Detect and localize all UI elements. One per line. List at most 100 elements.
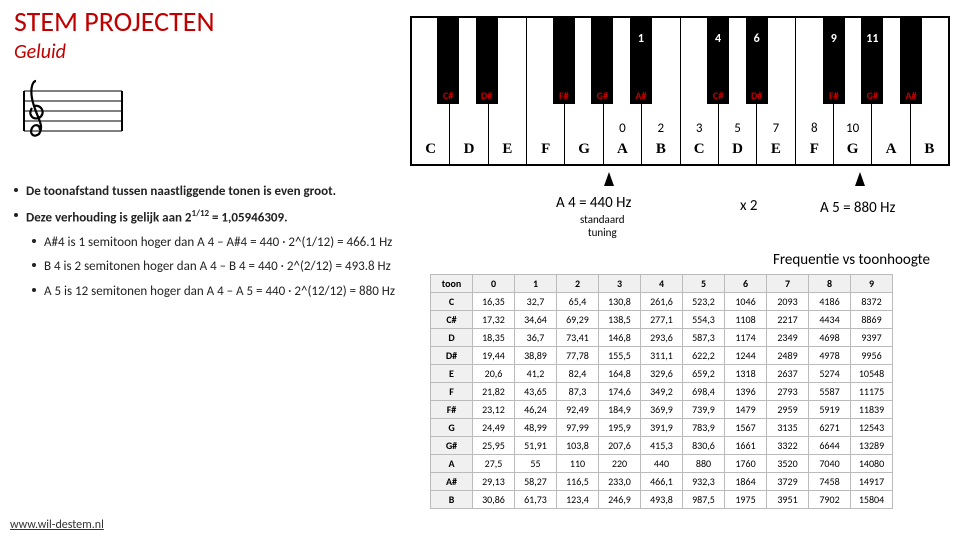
table-cell: 18,35: [473, 329, 515, 347]
table-cell: 587,3: [683, 329, 725, 347]
table-row: G#25,9551,91103,8207,6415,3830,616613322…: [431, 437, 893, 455]
bullet-3: A#4 is 1 semitoon hoger dan A 4 – A#4 = …: [44, 231, 392, 256]
footer-link[interactable]: www.wil-destem.nl: [10, 518, 104, 532]
table-cell: F#: [431, 401, 473, 419]
table-cell: 116,5: [557, 473, 599, 491]
black-key: C#4: [707, 18, 729, 104]
table-cell: 51,91: [515, 437, 557, 455]
table-row: F21,8243,6587,3174,6349,2698,41396279355…: [431, 383, 893, 401]
table-cell: 4978: [809, 347, 851, 365]
table-cell: 4434: [809, 311, 851, 329]
table-header-cell: 4: [641, 275, 683, 293]
table-cell: D: [431, 329, 473, 347]
arrow-a5-icon: [855, 172, 865, 186]
page-subtitle: Geluid: [14, 40, 66, 64]
black-key-sharp: A#: [630, 89, 652, 102]
table-cell: 130,8: [599, 293, 641, 311]
table-cell: 146,8: [599, 329, 641, 347]
table-cell: 739,9: [683, 401, 725, 419]
table-cell: C: [431, 293, 473, 311]
table-cell: 25,95: [473, 437, 515, 455]
table-header-cell: 9: [851, 275, 893, 293]
table-cell: 5587: [809, 383, 851, 401]
table-row: A27,55511022044088017603520704014080: [431, 455, 893, 473]
black-key-number: 11: [861, 32, 883, 46]
table-cell: 1396: [725, 383, 767, 401]
table-cell: 622,2: [683, 347, 725, 365]
table-cell: G#: [431, 437, 473, 455]
table-cell: 48,99: [515, 419, 557, 437]
table-cell: B: [431, 491, 473, 509]
table-cell: 3520: [767, 455, 809, 473]
table-cell: 1244: [725, 347, 767, 365]
bullet-list: De toonafstand tussen naastliggende tone…: [14, 180, 395, 305]
black-key: C#: [437, 18, 459, 104]
table-cell: 1108: [725, 311, 767, 329]
table-cell: 2349: [767, 329, 809, 347]
table-cell: 830,6: [683, 437, 725, 455]
table-cell: 2637: [767, 365, 809, 383]
table-header-cell: toon: [431, 275, 473, 293]
table-cell: 34,64: [515, 311, 557, 329]
table-cell: 3135: [767, 419, 809, 437]
page-title: STEM PROJECTEN: [14, 4, 215, 39]
table-cell: 103,8: [557, 437, 599, 455]
table-cell: 7040: [809, 455, 851, 473]
table-cell: 1174: [725, 329, 767, 347]
table-cell: 1567: [725, 419, 767, 437]
table-cell: 207,6: [599, 437, 641, 455]
table-cell: 523,2: [683, 293, 725, 311]
table-cell: 27,5: [473, 455, 515, 473]
table-cell: 261,6: [641, 293, 683, 311]
table-cell: C#: [431, 311, 473, 329]
bullet-4: B 4 is 2 semitonen hoger dan A 4 – B 4 =…: [44, 255, 391, 280]
a4-sublabel: standaard tuning: [580, 213, 625, 239]
table-cell: 11175: [851, 383, 893, 401]
table-header-cell: 6: [725, 275, 767, 293]
black-key: A#1: [630, 18, 652, 104]
table-cell: 233,0: [599, 473, 641, 491]
table-cell: 5274: [809, 365, 851, 383]
table-header-cell: 0: [473, 275, 515, 293]
table-cell: 123,4: [557, 491, 599, 509]
table-cell: 1479: [725, 401, 767, 419]
table-cell: 24,49: [473, 419, 515, 437]
table-cell: 2959: [767, 401, 809, 419]
black-key-sharp: A#: [900, 89, 922, 102]
black-key: D#6: [746, 18, 768, 104]
table-cell: 73,41: [557, 329, 599, 347]
table-cell: A#: [431, 473, 473, 491]
table-row: A#29,1358,27116,5233,0466,1932,318643729…: [431, 473, 893, 491]
table-cell: 184,9: [599, 401, 641, 419]
table-cell: 880: [683, 455, 725, 473]
table-cell: 293,6: [641, 329, 683, 347]
table-cell: 932,3: [683, 473, 725, 491]
table-cell: 4698: [809, 329, 851, 347]
table-header-cell: 7: [767, 275, 809, 293]
table-cell: 46,24: [515, 401, 557, 419]
treble-clef-icon: [14, 76, 124, 151]
table-cell: 783,9: [683, 419, 725, 437]
table-cell: 12543: [851, 419, 893, 437]
table-cell: 9397: [851, 329, 893, 347]
table-cell: 97,99: [557, 419, 599, 437]
table-cell: 29,13: [473, 473, 515, 491]
table-row: E20,641,282,4164,8329,6659,2131826375274…: [431, 365, 893, 383]
x2-label: x 2: [740, 197, 758, 215]
table-cell: 3729: [767, 473, 809, 491]
table-row: B30,8661,73123,4246,9493,8987,5197539517…: [431, 491, 893, 509]
table-cell: 87,3: [557, 383, 599, 401]
table-cell: 21,82: [473, 383, 515, 401]
table-header-cell: 5: [683, 275, 725, 293]
table-cell: 38,89: [515, 347, 557, 365]
table-cell: 8869: [851, 311, 893, 329]
table-cell: 5919: [809, 401, 851, 419]
table-row: G24,4948,9997,99195,9391,9783,9156731356…: [431, 419, 893, 437]
table-cell: 14917: [851, 473, 893, 491]
table-cell: 138,5: [599, 311, 641, 329]
table-header-cell: 1: [515, 275, 557, 293]
black-key-number: 4: [707, 32, 729, 46]
black-key-sharp: G#: [861, 89, 883, 102]
frequency-table: toon0123456789C16,3532,765,4130,8261,652…: [430, 274, 893, 509]
black-key: D#: [476, 18, 498, 104]
